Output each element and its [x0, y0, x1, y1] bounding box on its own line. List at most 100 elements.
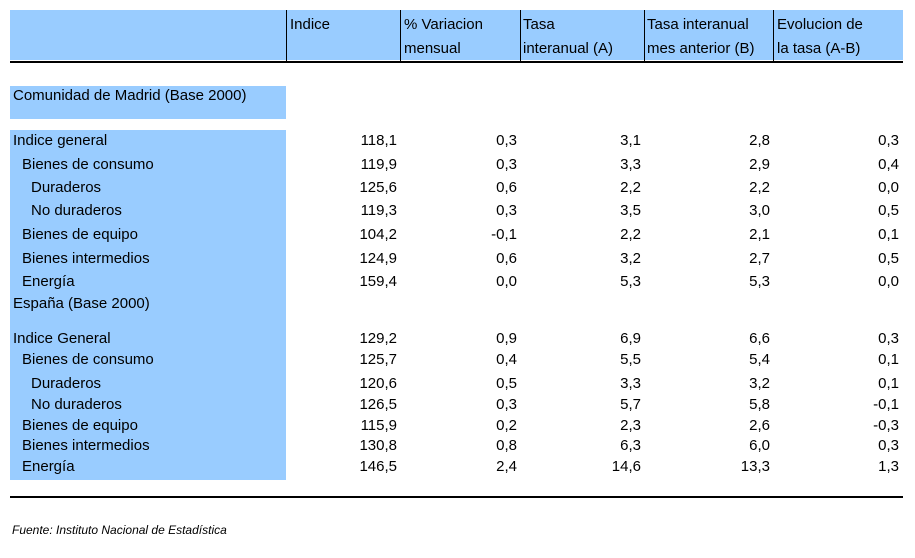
value-cell: 159,4 [359, 273, 397, 290]
table-row: Energía 159,4 0,0 5,3 5,3 0,0 [0, 271, 915, 293]
value-cell: 2,2 [749, 179, 770, 196]
value-cell: 5,4 [749, 351, 770, 368]
row-label: Energía [22, 458, 75, 475]
label-column-highlight [10, 86, 286, 119]
section-title: Comunidad de Madrid (Base 2000) [13, 87, 247, 104]
value-cell: 3,0 [749, 202, 770, 219]
value-cell: 2,2 [620, 226, 641, 243]
column-header-line: Indice [290, 16, 331, 33]
column-header-3: % Variacion mensual [404, 13, 483, 61]
table-row: Bienes de consumo 119,9 0,3 3,3 2,9 0,4 [0, 154, 915, 176]
table-row: Bienes intermedios 124,9 0,6 3,2 2,7 0,5 [0, 248, 915, 270]
header-bottom-rule [10, 61, 903, 63]
row-label: Indice General [13, 330, 111, 347]
value-cell: 0,3 [878, 132, 899, 149]
value-cell: 5,7 [620, 396, 641, 413]
value-cell: 130,8 [359, 437, 397, 454]
value-cell: -0,1 [873, 396, 899, 413]
value-cell: 5,3 [620, 273, 641, 290]
value-cell: 125,7 [359, 351, 397, 368]
value-cell: 13,3 [740, 458, 770, 475]
section-title-row: España (Base 2000) [0, 293, 915, 315]
value-cell: 6,9 [620, 330, 641, 347]
value-cell: 2,4 [496, 458, 517, 475]
value-cell: 0,5 [496, 375, 517, 392]
table-row: Bienes de consumo 125,7 0,4 5,5 5,4 0,1 [0, 349, 915, 371]
value-cell: 0,4 [496, 351, 517, 368]
value-cell: 5,8 [749, 396, 770, 413]
table-row: Duraderos 120,6 0,5 3,3 3,2 0,1 [0, 373, 915, 395]
column-header-2: Indice [290, 13, 330, 37]
value-cell: 120,6 [359, 375, 397, 392]
value-cell: 5,5 [620, 351, 641, 368]
value-cell: 14,6 [611, 458, 641, 475]
row-label: Energía [22, 273, 75, 290]
column-header-line: mes anterior (B) [647, 40, 755, 57]
row-label: Indice general [13, 132, 108, 149]
column-header-line: Tasa interanual [647, 16, 749, 33]
value-cell: -0,1 [491, 226, 517, 243]
value-cell: 0,6 [496, 179, 517, 196]
header-divider [644, 10, 645, 61]
value-cell: 3,2 [749, 375, 770, 392]
header-divider [286, 10, 287, 61]
value-cell: 0,0 [496, 273, 517, 290]
value-cell: 2,9 [749, 156, 770, 173]
table-row: No duraderos 126,5 0,3 5,7 5,8 -0,1 [0, 394, 915, 416]
value-cell: 1,3 [878, 458, 899, 475]
row-label: Bienes de equipo [22, 226, 138, 243]
table-row: Indice general 118,1 0,3 3,1 2,8 0,3 [0, 130, 915, 152]
value-cell: 3,5 [620, 202, 641, 219]
label-column-highlight [10, 130, 286, 480]
value-cell: 2,1 [749, 226, 770, 243]
value-cell: 0,9 [496, 330, 517, 347]
value-cell: 0,5 [878, 202, 899, 219]
value-cell: 5,3 [749, 273, 770, 290]
value-cell: 146,5 [359, 458, 397, 475]
row-label: Bienes de equipo [22, 417, 138, 434]
column-header-line: Evolucion de [777, 16, 863, 33]
header-divider [400, 10, 401, 61]
value-cell: 119,3 [360, 202, 397, 219]
value-cell: 0,0 [878, 179, 899, 196]
value-cell: 118,1 [360, 132, 397, 149]
value-cell: 125,6 [359, 179, 397, 196]
column-header-5: Tasa interanual mes anterior (B) [647, 13, 755, 61]
table-header-background [10, 10, 903, 60]
value-cell: 124,9 [359, 250, 397, 267]
column-header-line: % Variacion [404, 16, 483, 33]
value-cell: 0,2 [496, 417, 517, 434]
value-cell: 119,9 [360, 156, 397, 173]
table-bottom-rule [10, 496, 903, 498]
column-header-line: Tasa [523, 16, 555, 33]
row-label: Bienes de consumo [22, 156, 154, 173]
table-row: Energía 146,5 2,4 14,6 13,3 1,3 [0, 456, 915, 478]
row-label: Bienes intermedios [22, 437, 150, 454]
value-cell: 0,3 [496, 202, 517, 219]
table-row: Indice General 129,2 0,9 6,9 6,6 0,3 [0, 328, 915, 350]
value-cell: -0,3 [873, 417, 899, 434]
table-row: Bienes de equipo 115,9 0,2 2,3 2,6 -0,3 [0, 415, 915, 437]
value-cell: 2,8 [749, 132, 770, 149]
row-label: No duraderos [31, 202, 122, 219]
column-header-line: la tasa (A-B) [777, 40, 861, 57]
value-cell: 0,3 [878, 330, 899, 347]
value-cell: 0,3 [496, 132, 517, 149]
header-divider [520, 10, 521, 61]
value-cell: 3,3 [620, 375, 641, 392]
column-header-6: Evolucion de la tasa (A-B) [777, 13, 863, 61]
value-cell: 2,6 [749, 417, 770, 434]
value-cell: 0,3 [496, 156, 517, 173]
value-cell: 2,2 [620, 179, 641, 196]
value-cell: 0,5 [878, 250, 899, 267]
value-cell: 0,1 [878, 226, 899, 243]
row-label: Bienes intermedios [22, 250, 150, 267]
value-cell: 3,2 [620, 250, 641, 267]
value-cell: 0,1 [878, 351, 899, 368]
source-note: Fuente: Instituto Nacional de Estadístic… [12, 523, 227, 537]
value-cell: 0,8 [496, 437, 517, 454]
section-title: España (Base 2000) [13, 295, 150, 312]
value-cell: 0,4 [878, 156, 899, 173]
column-header-4: Tasa interanual (A) [523, 13, 613, 61]
row-label: Duraderos [31, 375, 102, 392]
